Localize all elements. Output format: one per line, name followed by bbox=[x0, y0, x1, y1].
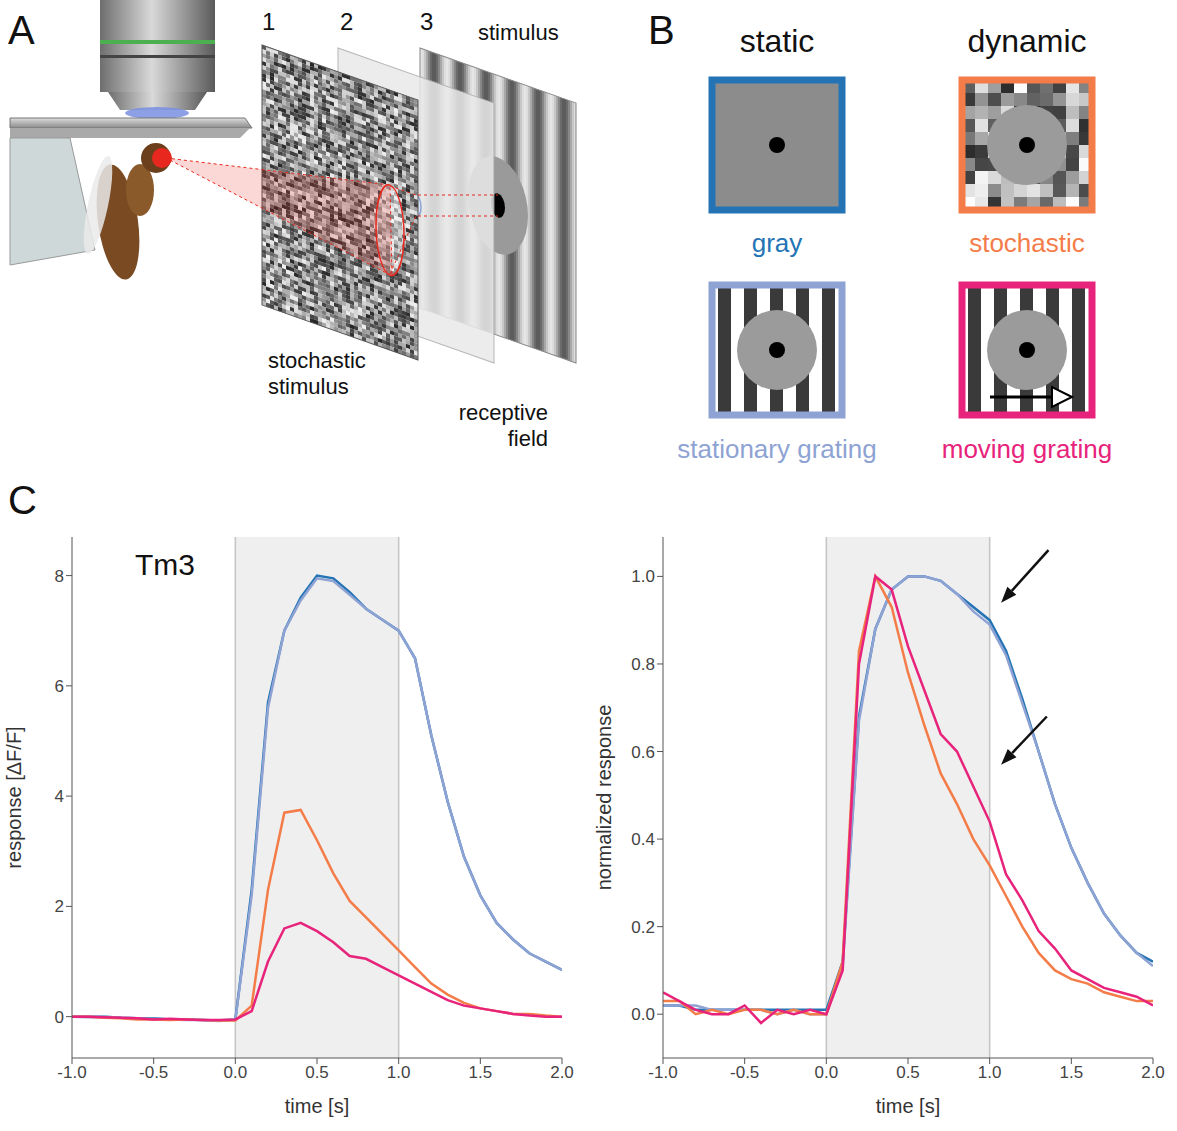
svg-text:1.0: 1.0 bbox=[387, 1063, 411, 1082]
svg-text:2: 2 bbox=[55, 897, 64, 916]
html-text:C: C bbox=[8, 478, 37, 522]
svg-text:0.8: 0.8 bbox=[631, 655, 655, 674]
svg-text:2.0: 2.0 bbox=[1141, 1063, 1165, 1082]
svg-text:stochasticstimulus: stochasticstimulus bbox=[268, 348, 366, 399]
svg-text:0.5: 0.5 bbox=[896, 1063, 920, 1082]
svg-text:-1.0: -1.0 bbox=[57, 1063, 86, 1082]
svg-text:2.0: 2.0 bbox=[550, 1063, 574, 1082]
svg-text:normalized response: normalized response bbox=[593, 705, 615, 891]
svg-text:0: 0 bbox=[55, 1008, 64, 1027]
svg-text:-0.5: -0.5 bbox=[730, 1063, 759, 1082]
svg-text:4: 4 bbox=[55, 787, 64, 806]
svg-text:0.0: 0.0 bbox=[631, 1005, 655, 1024]
svg-text:3: 3 bbox=[420, 8, 433, 35]
svg-text:stationary grating: stationary grating bbox=[677, 434, 876, 464]
svg-text:moving grating: moving grating bbox=[942, 434, 1113, 464]
svg-text:0.4: 0.4 bbox=[631, 830, 655, 849]
svg-text:response [ΔF/F]: response [ΔF/F] bbox=[3, 726, 25, 868]
svg-text:1.0: 1.0 bbox=[978, 1063, 1002, 1082]
svg-text:time [s]: time [s] bbox=[876, 1095, 940, 1117]
svg-text:stimulus: stimulus bbox=[478, 20, 559, 45]
svg-text:time [s]: time [s] bbox=[285, 1095, 349, 1117]
svg-text:0.6: 0.6 bbox=[631, 743, 655, 762]
svg-text:0.0: 0.0 bbox=[815, 1063, 839, 1082]
svg-text:receptivefield: receptivefield bbox=[459, 400, 548, 451]
html-text:Tm3: Tm3 bbox=[135, 548, 195, 581]
svg-text:0.2: 0.2 bbox=[631, 918, 655, 937]
svg-text:dynamic: dynamic bbox=[967, 23, 1086, 59]
svg-text:1: 1 bbox=[262, 8, 275, 35]
svg-text:0.0: 0.0 bbox=[224, 1063, 248, 1082]
svg-text:6: 6 bbox=[55, 677, 64, 696]
svg-text:-1.0: -1.0 bbox=[648, 1063, 677, 1082]
svg-text:gray: gray bbox=[752, 228, 803, 258]
svg-text:0.5: 0.5 bbox=[305, 1063, 329, 1082]
svg-text:static: static bbox=[740, 23, 815, 59]
svg-text:2: 2 bbox=[340, 8, 353, 35]
svg-text:stochastic: stochastic bbox=[969, 228, 1085, 258]
svg-text:B: B bbox=[648, 8, 675, 52]
svg-text:1.5: 1.5 bbox=[469, 1063, 493, 1082]
svg-text:8: 8 bbox=[55, 567, 64, 586]
svg-text:-0.5: -0.5 bbox=[139, 1063, 168, 1082]
svg-text:1.0: 1.0 bbox=[631, 567, 655, 586]
svg-text:1.5: 1.5 bbox=[1060, 1063, 1084, 1082]
svg-text:A: A bbox=[8, 8, 35, 52]
